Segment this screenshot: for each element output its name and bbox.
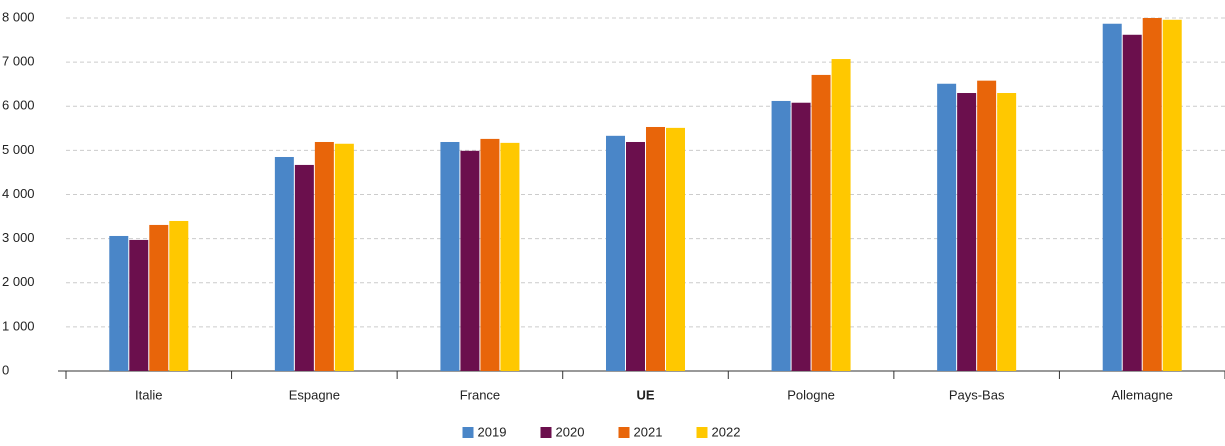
- bar: [957, 93, 977, 371]
- y-tick-label: 7 000: [2, 54, 35, 69]
- y-tick-label: 4 000: [2, 186, 35, 201]
- x-tick-label: Allemagne: [1111, 387, 1172, 402]
- legend-label: 2019: [478, 424, 507, 439]
- bar: [460, 150, 480, 371]
- y-tick-label: 2 000: [2, 274, 35, 289]
- bar: [831, 59, 851, 371]
- bar: [1122, 34, 1142, 372]
- bar: [626, 141, 645, 371]
- legend-swatch: [618, 427, 630, 438]
- y-tick-label: 6 000: [2, 98, 35, 113]
- y-tick-label: 8 000: [2, 9, 35, 24]
- y-tick-label: 5 000: [2, 142, 35, 157]
- bar: [666, 127, 685, 371]
- bar: [646, 126, 665, 372]
- bar: [1142, 18, 1162, 371]
- bar: [937, 83, 957, 371]
- x-tick-label: Italie: [135, 387, 162, 402]
- bar: [169, 220, 189, 371]
- x-tick-label: France: [460, 387, 500, 402]
- x-tick-label: UE: [636, 387, 654, 402]
- legend-label: 2021: [634, 424, 663, 439]
- bar: [1162, 19, 1182, 371]
- legend-swatch: [540, 427, 552, 438]
- bar: [811, 74, 831, 371]
- bar: [1102, 23, 1122, 372]
- bar: [109, 235, 129, 371]
- bar: [977, 80, 997, 371]
- legend-swatch: [696, 427, 708, 438]
- bar: [129, 239, 149, 371]
- bar: [480, 138, 500, 371]
- bar: [606, 135, 625, 371]
- bar: [294, 164, 314, 371]
- x-tick-label: Pays-Bas: [949, 387, 1005, 402]
- bar: [771, 100, 791, 371]
- legend-label: 2020: [556, 424, 585, 439]
- legend-label: 2022: [712, 424, 741, 439]
- bar: [274, 156, 294, 371]
- bar: [440, 141, 460, 371]
- bar: [791, 102, 811, 371]
- bar: [997, 93, 1017, 371]
- x-tick-label: Espagne: [289, 387, 340, 402]
- bar: [149, 224, 169, 371]
- bar: [500, 142, 520, 371]
- y-tick-label: 0: [2, 362, 9, 377]
- legend-swatch: [462, 427, 474, 438]
- y-tick-label: 1 000: [2, 318, 35, 333]
- y-tick-label: 3 000: [2, 230, 35, 245]
- x-tick-label: Pologne: [787, 387, 835, 402]
- bar: [314, 141, 334, 371]
- bar: [334, 143, 354, 371]
